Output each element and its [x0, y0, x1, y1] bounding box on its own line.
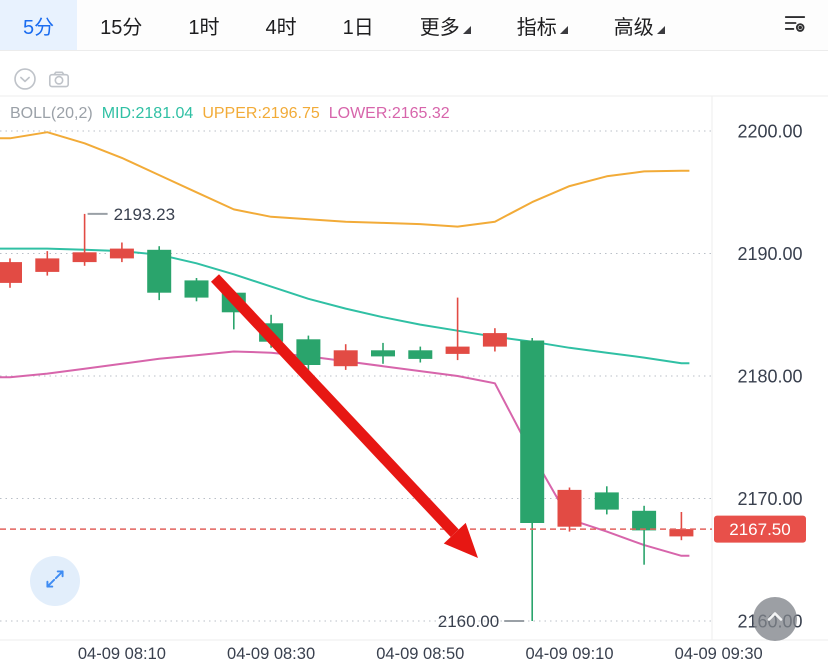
candle-body [333, 350, 358, 367]
current-price-label: 2167.50 [729, 520, 790, 539]
candle-body [371, 350, 395, 357]
time-axis-label: 04-09 09:30 [675, 645, 763, 663]
price-axis-label: 2170.00 [737, 489, 802, 509]
band-lower-line [0, 350, 690, 557]
dropdown-triangle-icon [462, 26, 471, 34]
price-axis-label: 2180.00 [737, 367, 802, 387]
candle-body [109, 248, 134, 259]
chart-settings-button[interactable] [762, 0, 828, 50]
candle-body [147, 249, 172, 293]
band-mid-line [0, 247, 690, 365]
high-price-label: 2193.23 [114, 205, 175, 224]
price-axis-label: 2190.00 [737, 244, 802, 264]
candle-body [520, 340, 545, 523]
tab-indicators[interactable]: 指标 [494, 0, 591, 50]
candle-body [482, 333, 507, 347]
expand-icon [42, 566, 68, 597]
chevron-up-icon [763, 605, 787, 634]
chart-settings-icon [782, 10, 808, 41]
candle-body [408, 350, 433, 359]
boll-mid-value: MID:2181.04 [101, 105, 194, 122]
low-price-label: 2160.00 [438, 612, 499, 631]
boll-upper-value: UPPER:2196.75 [202, 105, 320, 122]
price-axis-label: 2200.00 [737, 122, 802, 142]
tab-1day-label: 1日 [342, 16, 374, 39]
boll-legend: BOLL(20,2) MID:2181.04 UPPER:2196.75 LOW… [10, 105, 450, 123]
annotation-arrow-head [443, 522, 478, 558]
timeframe-toolbar: 5分 15分 1时 4时 1日 更多 指标 高级 [0, 0, 828, 51]
back-to-top-button[interactable] [753, 597, 797, 641]
time-axis-label: 04-09 08:50 [376, 645, 464, 663]
tab-15min-label: 15分 [100, 16, 143, 39]
tab-advanced-label: 高级 [613, 16, 654, 39]
candle-body [669, 529, 694, 537]
timeframe-tabs: 5分 15分 1时 4时 1日 更多 指标 高级 [0, 0, 762, 50]
boll-params-label: BOLL(20,2) [10, 105, 93, 122]
chart-tool-icons [12, 66, 72, 92]
tab-more[interactable]: 更多 [397, 0, 494, 50]
tab-5min[interactable]: 5分 [0, 0, 78, 50]
candle-body [296, 339, 321, 365]
tab-1hour[interactable]: 1时 [165, 0, 242, 50]
fullscreen-button[interactable] [30, 556, 80, 606]
tab-1hour-label: 1时 [188, 16, 220, 39]
camera-icon[interactable] [46, 66, 72, 92]
candle-body [35, 258, 60, 272]
current-price-badge [714, 515, 806, 543]
candle-body [557, 489, 582, 527]
candle-body [445, 346, 470, 354]
candle-body [632, 510, 657, 531]
band-upper-line [0, 131, 690, 228]
time-axis-label: 04-09 08:10 [78, 645, 166, 663]
tab-1day[interactable]: 1日 [320, 0, 397, 50]
tab-advanced[interactable]: 高级 [591, 0, 688, 50]
tab-4hour-label: 4时 [265, 16, 297, 39]
dropdown-triangle-icon [559, 26, 568, 34]
boll-lower-value: LOWER:2165.32 [328, 105, 450, 122]
tab-15min[interactable]: 15分 [77, 0, 165, 50]
candle-body [184, 280, 209, 298]
time-axis-label: 04-09 09:10 [525, 645, 613, 663]
dropdown-triangle-icon [656, 26, 665, 34]
tab-4hour[interactable]: 4时 [243, 0, 320, 50]
annotation-arrow-shaft [210, 274, 459, 537]
tab-indicators-label: 指标 [516, 16, 557, 39]
candle-body [72, 252, 97, 263]
time-axis-label: 04-09 08:30 [227, 645, 315, 663]
candle-body [594, 492, 619, 510]
tab-5min-label: 5分 [23, 16, 55, 39]
collapse-panel-icon[interactable] [12, 66, 38, 92]
candle-body [0, 262, 22, 283]
tab-more-label: 更多 [419, 16, 460, 39]
